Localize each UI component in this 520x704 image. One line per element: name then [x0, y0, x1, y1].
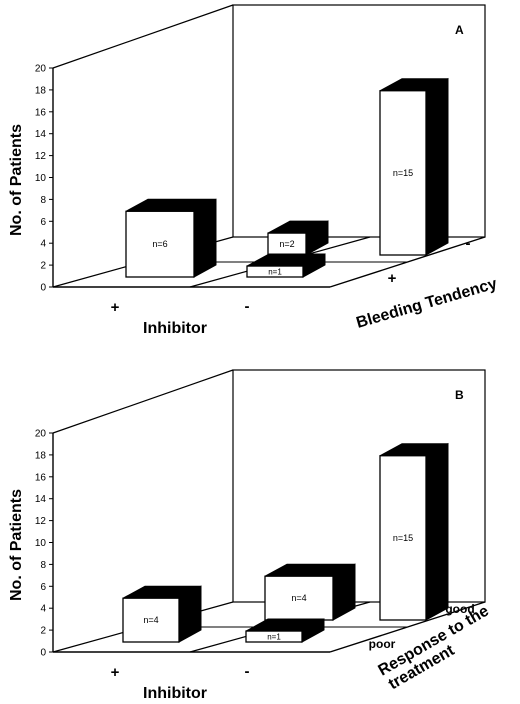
chart-b-x-category-label: - — [245, 663, 250, 680]
chart-a-bar-side — [425, 77, 449, 256]
chart-b-y-tick-label: 10 — [35, 538, 47, 549]
chart-a-y-tick-label: 14 — [35, 129, 47, 140]
chart-a-bar — [125, 210, 195, 278]
chart-a-y-tick-label: 6 — [40, 217, 46, 228]
chart-a-depth-axis-label: Bleeding Tendency — [354, 275, 499, 331]
chart-b-y-tick-label: 12 — [35, 516, 47, 527]
chart-a-bar — [379, 90, 427, 256]
chart-a-panel-label: A — [455, 23, 464, 37]
chart-b-back-wall — [232, 369, 486, 603]
chart-a-y-tick-label: 0 — [40, 283, 46, 294]
chart-b-panel-label: B — [455, 388, 464, 402]
chart-b-y-tick-label: 4 — [40, 604, 46, 615]
chart-a-x-axis-label: Inhibitor — [143, 320, 207, 337]
chart-b-bar — [264, 575, 334, 621]
chart-a-y-tick-label: 20 — [35, 64, 47, 75]
chart-b-bar — [379, 455, 427, 621]
chart-a-bar-side — [193, 198, 217, 278]
chart-a-depth-category-label: + — [388, 270, 397, 287]
chart-a-bar — [246, 265, 304, 278]
chart-a-x-category-label: - — [245, 298, 250, 315]
chart-b-y-tick-label: 2 — [40, 626, 46, 637]
chart-b-y-axis-label: No. of Patients — [8, 489, 25, 601]
chart-b-y-tick-label: 0 — [40, 648, 46, 659]
chart-a-y-axis-label: No. of Patients — [8, 124, 25, 236]
chart-a-bar-value-label: n=1 — [268, 268, 282, 277]
chart-a-y-tick-label: 4 — [40, 239, 46, 250]
chart-a-bar-value-label: n=6 — [152, 239, 167, 249]
chart-a-back-wall — [232, 4, 486, 238]
chart-a-y-tick-label: 8 — [40, 195, 46, 206]
chart-b-x-axis-label: Inhibitor — [143, 685, 207, 702]
chart-a-y-tick-label: 10 — [35, 173, 47, 184]
chart-b-bar-side — [425, 442, 449, 621]
chart-b-x-category-label: + — [111, 664, 120, 681]
chart-a-y-tick-label: 18 — [35, 85, 47, 96]
chart-b-bar-value-label: n=15 — [393, 533, 413, 543]
chart-b-y-tick-label: 8 — [40, 560, 46, 571]
chart-a-y-tick-label: 12 — [35, 151, 47, 162]
chart-b-y-tick-label: 18 — [35, 450, 47, 461]
chart-a-y-tick-label: 2 — [40, 261, 46, 272]
chart-a-bar-value-label: n=2 — [279, 239, 294, 249]
chart-b-bar-value-label: n=1 — [267, 633, 281, 642]
chart-b-bar-value-label: n=4 — [291, 593, 306, 603]
chart-b-depth-category-label: poor — [369, 637, 396, 651]
chart-b-bar — [122, 597, 180, 643]
chart-b-bar — [245, 630, 303, 643]
chart-a-left-wall-top-edge — [52, 4, 234, 69]
chart-a-y-tick-label: 16 — [35, 107, 47, 118]
chart-a-bar-value-label: n=15 — [393, 168, 413, 178]
chart-b-depth-category-label: good — [445, 602, 474, 616]
chart-a-depth-category-label: - — [466, 235, 471, 252]
chart-b-y-tick-label: 6 — [40, 582, 46, 593]
chart-b-y-tick-label: 16 — [35, 472, 47, 483]
chart-b-y-tick-label: 14 — [35, 494, 47, 505]
chart-b-y-tick-label: 20 — [35, 429, 47, 440]
chart-a-x-category-label: + — [111, 299, 120, 316]
chart-b-left-wall-top-edge — [52, 369, 234, 434]
chart-b-bar-value-label: n=4 — [143, 615, 158, 625]
